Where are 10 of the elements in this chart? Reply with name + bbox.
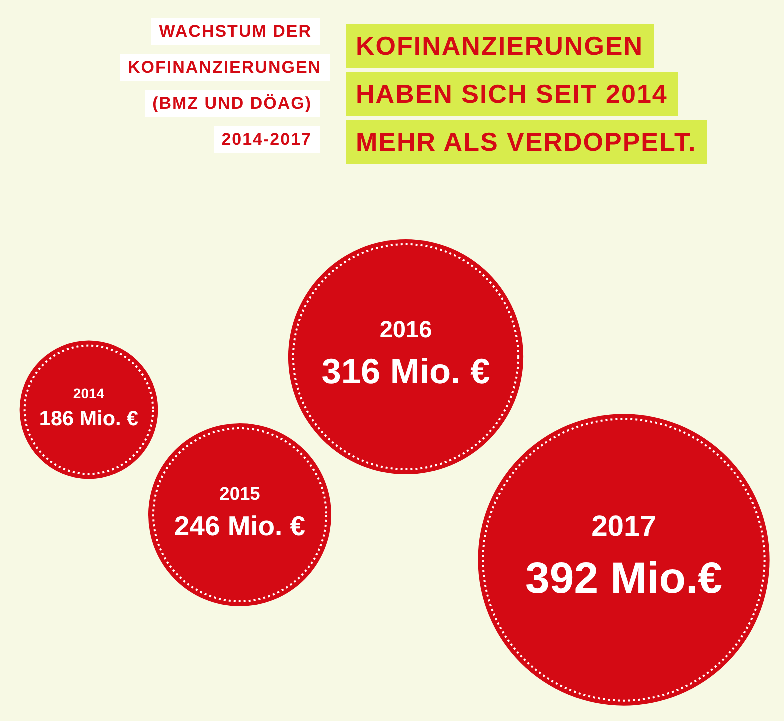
text: KOFINANZIERUNGEN HABEN SICH SEIT 2014 MEHR ALS VERDOPPELT. bbox=[346, 24, 707, 164]
data-label: 392 Mio.€ bbox=[526, 554, 722, 603]
text: WACHSTUM DER KOFINANZIERUNGEN (BMZ UND DÖAG) 2014-2017 bbox=[120, 18, 330, 153]
category-label: 2014 bbox=[73, 386, 105, 402]
data-label: 246 Mio. € bbox=[174, 510, 306, 542]
category-label: 2017 bbox=[592, 510, 656, 543]
data-label: 186 Mio. € bbox=[39, 408, 140, 431]
category-label: 2015 bbox=[220, 482, 260, 504]
data-label: 316 Mio. € bbox=[322, 352, 490, 392]
category-label: 2016 bbox=[380, 316, 432, 343]
